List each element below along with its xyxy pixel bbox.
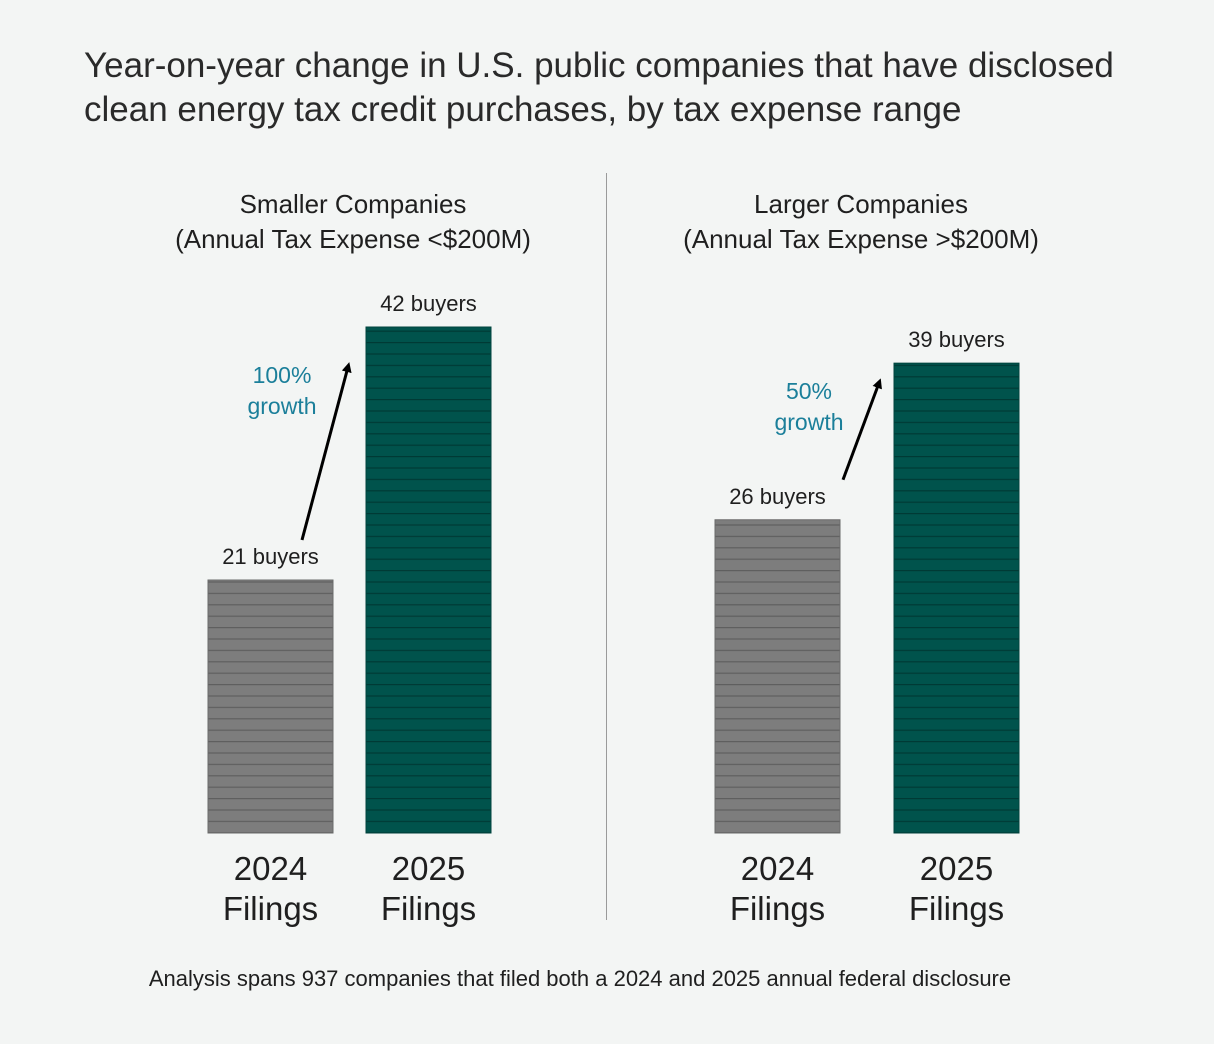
value-label-panel2-2025: 39 buyers	[908, 327, 1005, 352]
value-label-panel2-2024: 26 buyers	[729, 484, 826, 509]
bar-panel1-2025	[365, 326, 492, 834]
category-label-panel2-2024-year: 2024	[741, 850, 814, 887]
value-label-panel1-2025: 42 buyers	[380, 291, 477, 316]
category-label-panel1-2025-filings: Filings	[381, 890, 476, 927]
growth-label-panel1-percent: 100%	[253, 362, 312, 388]
bar-panel2-2025	[893, 362, 1020, 834]
panel-title-smaller-line2: (Annual Tax Expense <$200M)	[175, 224, 531, 254]
panel-title-larger-line2: (Annual Tax Expense >$200M)	[683, 224, 1039, 254]
growth-arrow-panel2	[841, 378, 882, 481]
panel-title-larger-line1: Larger Companies	[754, 189, 968, 219]
bar-panel2-2024	[714, 519, 841, 834]
panel-divider	[606, 173, 607, 920]
growth-label-panel2-text: growth	[774, 409, 843, 435]
bar-panel1-2024	[207, 579, 334, 834]
growth-arrow-panel1	[300, 362, 352, 541]
panel-title-smaller: Smaller Companies (Annual Tax Expense <$…	[113, 187, 593, 257]
category-label-panel2-2024-filings: Filings	[730, 890, 825, 927]
chart-title: Year-on-year change in U.S. public compa…	[84, 44, 1164, 132]
category-label-panel1-2025-year: 2025	[392, 850, 465, 887]
chart-title-line1: Year-on-year change in U.S. public compa…	[84, 46, 1114, 85]
category-label-panel2-2025-year: 2025	[920, 850, 993, 887]
value-label-panel1-2024: 21 buyers	[222, 544, 319, 569]
chart-title-line2: clean energy tax credit purchases, by ta…	[84, 90, 962, 129]
panel-title-larger: Larger Companies (Annual Tax Expense >$2…	[621, 187, 1101, 257]
footnote: Analysis spans 937 companies that filed …	[148, 966, 1012, 991]
panel-title-smaller-line1: Smaller Companies	[239, 189, 467, 219]
category-label-panel1-2024-filings: Filings	[223, 890, 318, 927]
growth-label-panel1-text: growth	[247, 393, 316, 419]
category-label-panel1-2024-year: 2024	[234, 850, 307, 887]
growth-label-panel2-percent: 50%	[786, 378, 832, 404]
category-label-panel2-2025-filings: Filings	[909, 890, 1004, 927]
